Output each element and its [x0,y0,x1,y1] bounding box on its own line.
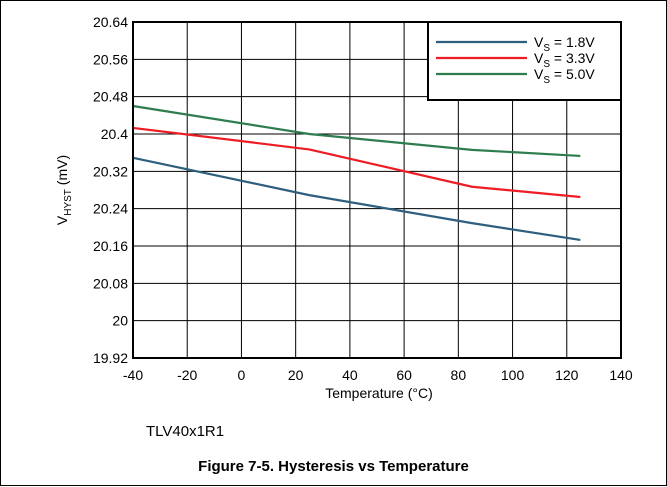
y-tick-label: 20.4 [101,126,128,142]
device-note: TLV40x1R1 [146,423,225,440]
y-label-sub: HYST [63,189,74,216]
x-tick-label: 40 [342,367,358,383]
y-tick-label: 20 [112,313,128,329]
figure-caption: Figure 7-5. Hysteresis vs Temperature [198,458,469,475]
x-tick-label: 140 [609,367,633,383]
y-tick-label: 19.92 [93,350,128,366]
x-tick-label: 80 [451,367,467,383]
y-label-main: V [54,215,70,225]
y-tick-label: 20.32 [93,163,128,179]
legend-label-3: VS = 5.0V [534,66,595,86]
series-line-1 [132,156,581,242]
x-tick-label: 100 [501,367,525,383]
x-tick-label: 20 [288,367,304,383]
y-tick-label: 20.24 [93,201,128,217]
plot-border [132,21,622,359]
x-tick-label: 60 [396,367,412,383]
series-lines [132,104,581,242]
x-tick-label: 120 [555,367,579,383]
y-tick-label: 20.48 [93,89,128,105]
x-axis-label: Temperature (°C) [325,385,433,401]
series-line-3 [132,104,581,158]
y-tick-label: 20.08 [93,275,128,291]
x-tick-labels: -40 -20 0 20 40 60 80 100 120 140 [123,367,633,383]
x-tick-label: -40 [123,367,143,383]
series-line-2 [132,126,581,199]
x-tick-label: -20 [177,367,197,383]
hysteresis-chart: 20.64 20.56 20.48 20.4 20.32 20.24 20.16 20.08 2… [54,14,633,401]
x-tick-label: 0 [238,367,246,383]
y-axis-label: VHYST (mV) [54,155,74,225]
y-tick-label: 20.16 [93,238,128,254]
y-tick-labels: 20.64 20.56 20.48 20.4 20.32 20.24 20.16 20.08 2… [93,14,128,366]
y-tick-label: 20.56 [93,51,128,67]
top-rule [0,0,667,1]
y-label-unit: (mV) [54,155,70,189]
y-tick-label: 20.64 [93,14,128,30]
legend-label-1: VS = 1.8V [534,34,595,54]
legend-label-2: VS = 3.3V [534,50,595,70]
legend-box [427,21,622,101]
